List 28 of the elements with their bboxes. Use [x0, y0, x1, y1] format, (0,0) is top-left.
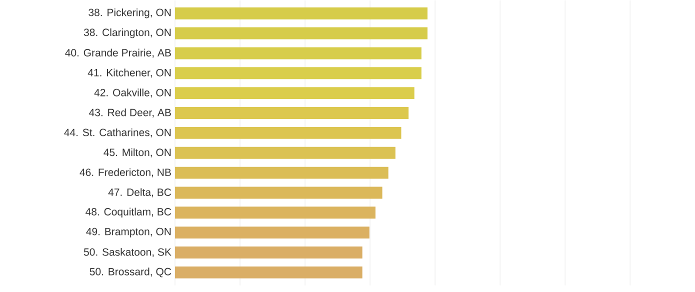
bar: [175, 186, 382, 199]
bar: [175, 166, 388, 179]
y-tick-label: 40. Grande Prairie, AB: [65, 48, 171, 58]
y-tick-label: 48. Coquitlam, BC: [86, 208, 172, 218]
bar: [175, 86, 414, 99]
bar: [175, 27, 428, 40]
y-tick-label: 42. Oakville, ON: [94, 88, 171, 98]
y-tick-label: 38. Clarington, ON: [84, 28, 171, 38]
bar: [175, 246, 362, 258]
bar: [175, 67, 422, 80]
y-tick-label: 41. Kitchener, ON: [88, 68, 171, 78]
bar: [175, 206, 376, 219]
y-tick-label: 43. Red Deer, AB: [89, 108, 171, 118]
bar: [175, 266, 362, 278]
y-tick-label: 49. Brampton, ON: [86, 228, 171, 238]
bar: [175, 126, 402, 139]
y-tick-label: 38. Pickering, ON: [88, 8, 171, 18]
y-tick-label: 50. Brossard, QC: [90, 268, 172, 278]
bar: [175, 106, 409, 119]
y-tick-label: 45. Milton, ON: [104, 148, 171, 158]
y-tick-label: 47. Delta, BC: [108, 188, 172, 198]
bar: [175, 7, 428, 20]
bar: [175, 47, 422, 60]
y-tick-label: 50. Saskatoon, SK: [84, 248, 172, 257]
y-tick-label: 46. Fredericton, NB: [80, 168, 171, 178]
bar: [175, 226, 370, 238]
y-tick-label: 44. St. Catharines, ON: [64, 128, 171, 138]
bar: [175, 146, 396, 159]
